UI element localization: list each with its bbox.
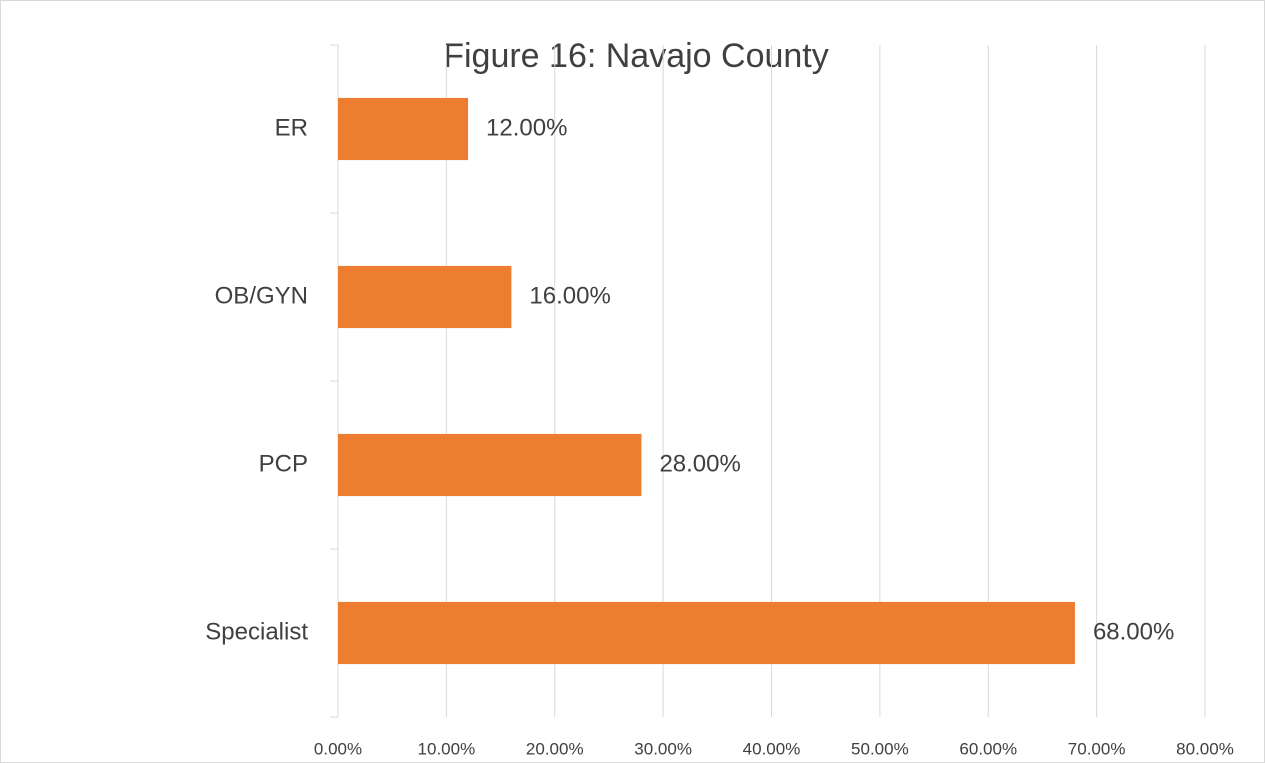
x-tick-label: 10.00% [418, 739, 476, 758]
y-tick-label: OB/GYN [215, 282, 308, 309]
data-label: 12.00% [486, 114, 567, 141]
x-tick-label: 30.00% [634, 739, 692, 758]
x-tick-label: 0.00% [314, 739, 362, 758]
x-tick-label: 60.00% [959, 739, 1017, 758]
bar [338, 601, 1075, 665]
x-tick-label: 40.00% [743, 739, 801, 758]
data-label: 16.00% [529, 282, 610, 309]
y-tick-label: Specialist [205, 618, 308, 645]
data-label: 28.00% [659, 450, 740, 477]
x-tick-label: 50.00% [851, 739, 909, 758]
x-tick-label: 80.00% [1176, 739, 1234, 758]
x-tick-label: 20.00% [526, 739, 584, 758]
y-tick-label: ER [275, 114, 308, 141]
chart-title: Figure 16: Navajo County [443, 37, 829, 75]
y-tick-label: PCP [259, 450, 308, 477]
bar [338, 433, 642, 497]
bar [338, 97, 469, 161]
bar [338, 265, 512, 329]
data-label: 68.00% [1093, 618, 1174, 645]
x-tick-label: 70.00% [1068, 739, 1126, 758]
